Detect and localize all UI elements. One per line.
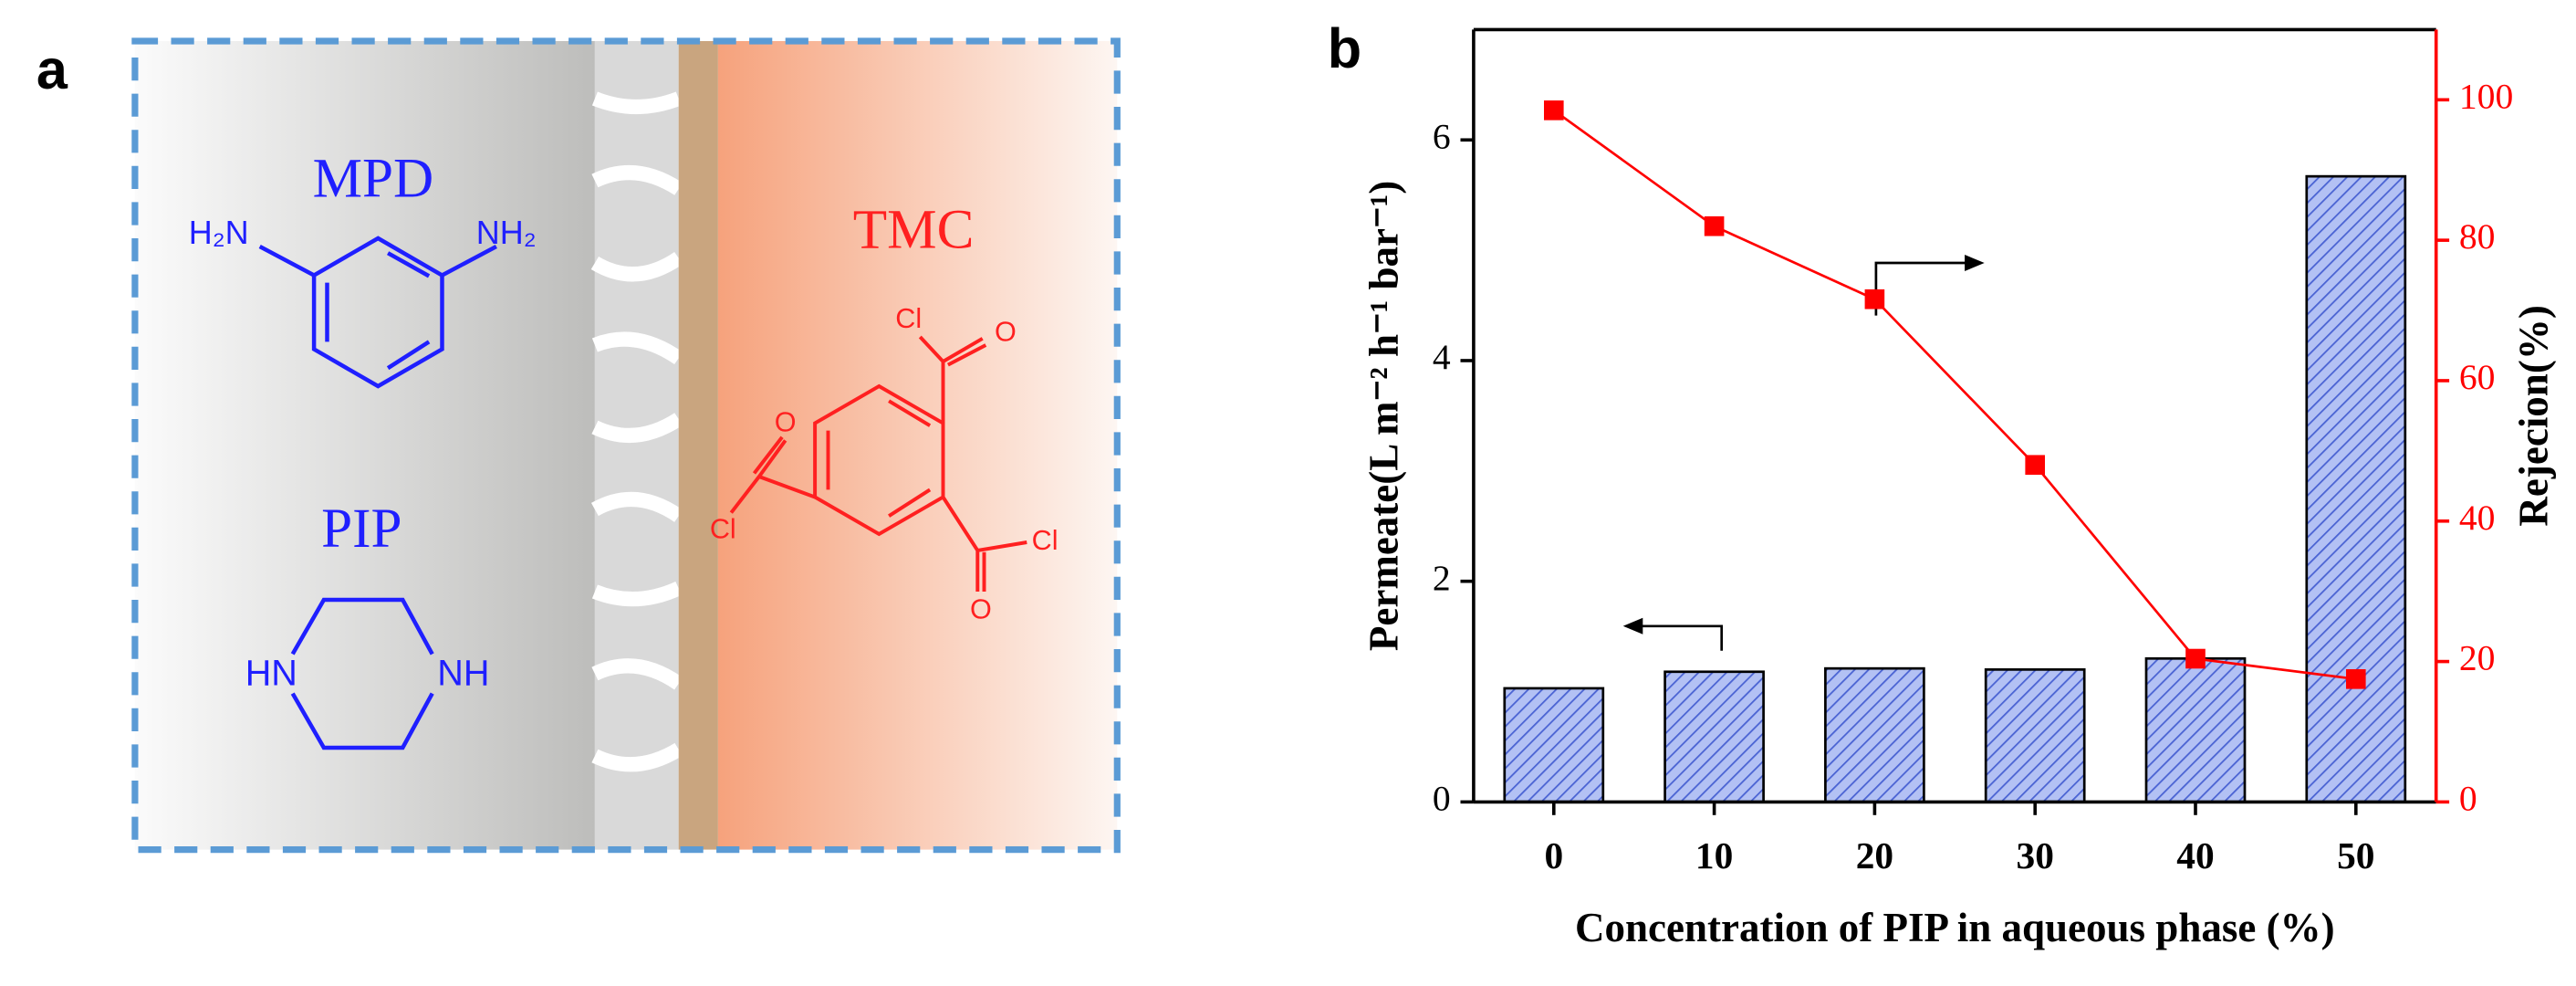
bar [2305, 174, 2407, 803]
bar [1663, 670, 1765, 803]
line [1553, 109, 2356, 681]
x-tick-label: 50 [2337, 834, 2374, 876]
panel-label: a [37, 38, 68, 100]
x-axis-label: Concentration of PIP in aqueous phase (%… [1575, 905, 2335, 950]
tmc-structure [729, 335, 1027, 592]
marker [1544, 100, 1564, 121]
x-tick-label: 0 [1544, 834, 1563, 876]
y-tick-label: 0 [1433, 778, 1451, 818]
panel-label: b [1328, 17, 1361, 79]
tmc-atom: Cl [1032, 525, 1059, 556]
tmc-atom: Cl [710, 513, 736, 544]
annotation-arrowhead [1965, 255, 1985, 271]
annotation-arrowhead [1622, 617, 1643, 635]
bar [1984, 668, 2086, 803]
marker [2185, 648, 2206, 669]
y2-tick-label: 60 [2459, 357, 2496, 397]
bar [1824, 666, 1925, 803]
marker [2346, 669, 2366, 689]
y-tick-label: 6 [1433, 116, 1451, 156]
marker [1864, 288, 1885, 309]
tmc-name: TMC [853, 198, 975, 260]
y-tick-label: 2 [1433, 558, 1451, 598]
y2-axis-label: Rejecion(%) [2511, 305, 2557, 526]
annotation-arrow [1874, 261, 1972, 316]
aqueous-phase [134, 41, 595, 850]
panel-b: b Concentration of PIP in aqueous phase … [1328, 17, 2557, 950]
mpd-group: H₂N [189, 214, 249, 251]
marker [1704, 215, 1725, 236]
y2-tick-label: 80 [2459, 216, 2496, 257]
support-layer [594, 41, 679, 850]
pip-structure [290, 597, 434, 750]
y2-tick-label: 20 [2459, 638, 2496, 678]
support-texture [590, 91, 683, 772]
x-tick-label: 10 [1695, 834, 1733, 876]
y-axis-label: Permeate(L m⁻² h⁻¹ bar⁻¹) [1361, 181, 1407, 651]
polyamide-layer [678, 41, 718, 850]
bar [2144, 656, 2247, 803]
tmc-atom: O [995, 316, 1017, 347]
x-tick-label: 40 [2176, 834, 2214, 876]
x-tick-label: 20 [1856, 834, 1893, 876]
mpd-structure [258, 236, 497, 389]
bar [1503, 687, 1605, 803]
tmc-atom: O [970, 594, 992, 625]
mpd-group: NH₂ [476, 214, 537, 251]
tmc-atom: Cl [895, 303, 922, 334]
mpd-name: MPD [313, 148, 434, 210]
y2-tick-label: 0 [2459, 778, 2477, 818]
pip-group: HN [245, 653, 297, 693]
pip-name: PIP [321, 498, 402, 560]
pip-group: NH [437, 653, 489, 693]
marker [2025, 455, 2045, 476]
x-tick-label: 30 [2017, 834, 2054, 876]
annotation-arrow [1636, 624, 1724, 651]
organic-phase [717, 41, 1118, 850]
y2-tick-label: 40 [2459, 498, 2496, 538]
tmc-atom: O [775, 406, 797, 437]
dashed-frame [131, 37, 1121, 854]
y-tick-label: 4 [1433, 337, 1451, 377]
y2-tick-label: 100 [2459, 76, 2513, 116]
panel-a: a MPD H₂N NH₂ PIP HN NH TMC Cl O O Cl O … [37, 37, 1121, 854]
